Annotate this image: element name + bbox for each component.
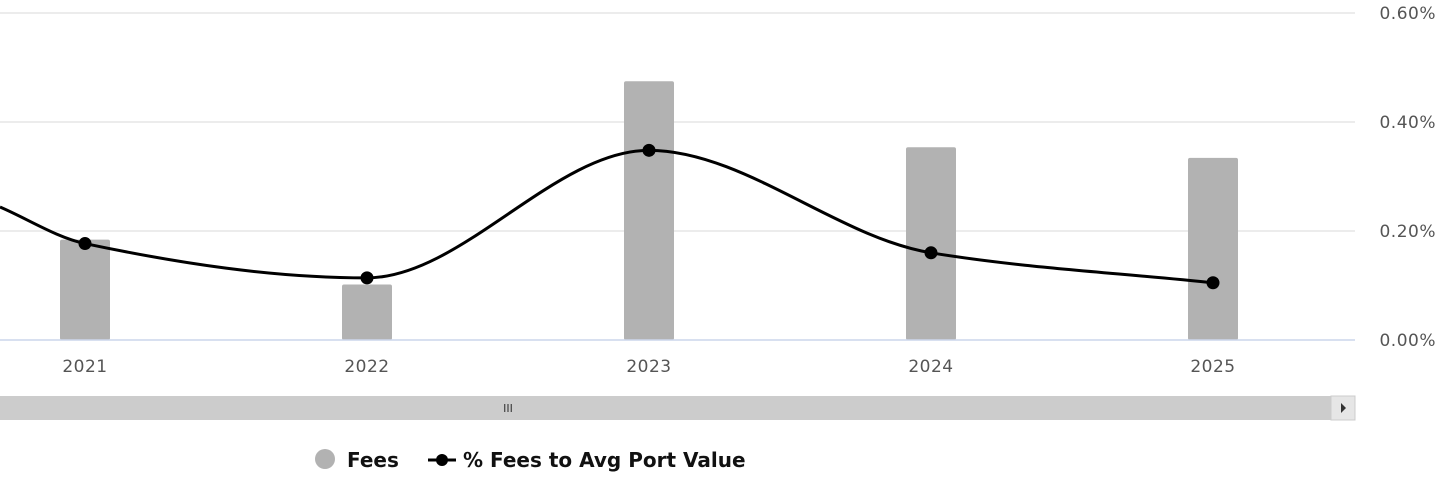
- x-tick-label: 2022: [344, 357, 389, 377]
- bar-fees-2024[interactable]: [906, 147, 956, 340]
- y-axis-right: 0.00% 0.20% 0.40% 0.60%: [1379, 4, 1436, 351]
- line-series: [0, 143, 1220, 290]
- legend-label-fees: Fees: [347, 448, 399, 472]
- line-point-2024[interactable]: [924, 246, 938, 260]
- y-tick-label: 0.20%: [1379, 222, 1436, 242]
- scrollbar-thumb[interactable]: [0, 396, 1331, 420]
- legend: Fees % Fees to Avg Port Value: [315, 448, 746, 472]
- line-point-2021[interactable]: [78, 237, 92, 251]
- x-tick-label: 2024: [908, 357, 953, 377]
- bar-fees-2021[interactable]: [60, 239, 110, 340]
- scrollbar[interactable]: III: [0, 395, 1356, 421]
- line-point-2025[interactable]: [1206, 276, 1220, 290]
- line-fees-pct: [0, 148, 1214, 285]
- line-point-2022[interactable]: [360, 271, 374, 285]
- legend-label-fees-pct: % Fees to Avg Port Value: [463, 448, 746, 472]
- x-tick-label: 2023: [626, 357, 671, 377]
- bars: [60, 81, 1238, 340]
- x-tick-label: 2021: [62, 357, 107, 377]
- legend-marker-fees: [315, 449, 335, 469]
- y-tick-label: 0.60%: [1379, 4, 1436, 24]
- bar-fees-2023[interactable]: [624, 81, 674, 340]
- x-tick-label: 2025: [1190, 357, 1235, 377]
- legend-item-fees-pct[interactable]: % Fees to Avg Port Value: [428, 448, 746, 472]
- bar-fees-2022[interactable]: [342, 284, 392, 340]
- bar-fees-2025[interactable]: [1188, 157, 1238, 340]
- scrollbar-grip[interactable]: III: [503, 402, 513, 415]
- gridlines: [0, 12, 1355, 232]
- triangle-right-icon: [1341, 403, 1346, 413]
- y-tick-label: 0.00%: [1379, 331, 1436, 351]
- legend-marker-fees-pct: [436, 454, 448, 466]
- y-tick-label: 0.40%: [1379, 113, 1436, 133]
- legend-item-fees[interactable]: Fees: [315, 448, 399, 472]
- x-axis: 2021 2022 2023 2024 2025: [62, 357, 1235, 377]
- line-point-2023[interactable]: [642, 143, 656, 157]
